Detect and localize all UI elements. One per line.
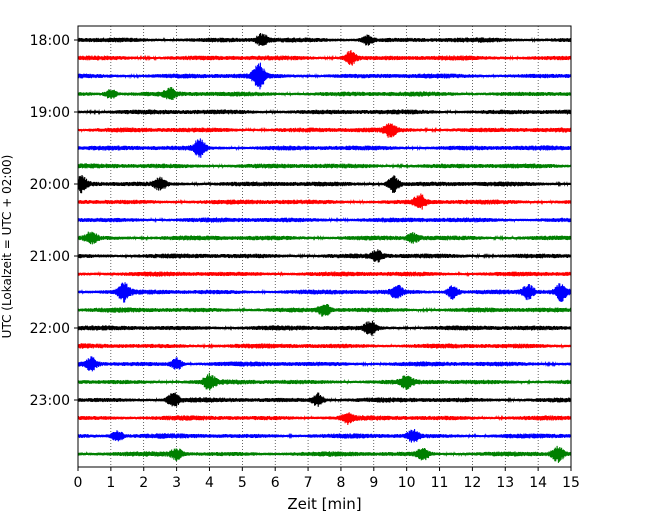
trace-line: [77, 231, 572, 245]
x-tick-label: 5: [238, 475, 247, 491]
x-tick-label: 8: [336, 475, 345, 491]
trace-line: [77, 62, 572, 90]
trace-line: [77, 249, 572, 263]
trace-line: [77, 193, 572, 210]
trace-line: [77, 138, 572, 158]
trace-line: [77, 412, 572, 426]
x-tick-label: 11: [431, 475, 449, 491]
x-tick-label: 1: [106, 475, 115, 491]
y-axis-ticks: 18:00 19:00 20:00 21:00 22:00 23:00: [30, 33, 78, 409]
y-tick-label: 18:00: [30, 33, 70, 49]
y-tick-label: 20:00: [30, 177, 70, 193]
x-tick-label: 3: [172, 475, 181, 491]
trace-line: [77, 392, 572, 407]
x-tick-label: 2: [139, 475, 148, 491]
y-tick-label: 19:00: [30, 105, 70, 121]
trace-line: [77, 49, 572, 66]
x-tick-label: 7: [304, 475, 313, 491]
x-tick-label: 15: [562, 475, 580, 491]
y-tick-label: 21:00: [30, 249, 70, 265]
x-axis-ticks: 0 1 2 3 4 5 6 7 8 9 10 11 12 13 14 15: [74, 467, 580, 491]
x-tick-label: 14: [529, 475, 547, 491]
y-tick-label: 22:00: [30, 321, 70, 337]
x-tick-label: 0: [74, 475, 83, 491]
trace-line: [77, 123, 572, 138]
x-tick-label: 10: [398, 475, 416, 491]
trace-line: [77, 282, 572, 303]
y-axis-label: UTC (Lokalzeit = UTC + 02:00): [0, 155, 14, 339]
trace-line: [77, 174, 572, 194]
trace-line: [77, 270, 572, 278]
x-tick-label: 9: [369, 475, 378, 491]
x-tick-label: 13: [496, 475, 514, 491]
trace-line: [77, 429, 572, 443]
trace-line: [77, 216, 572, 224]
trace-line: [77, 320, 572, 337]
seismogram-traces: [77, 33, 572, 463]
trace-line: [77, 356, 572, 372]
x-tick-label: 6: [271, 475, 280, 491]
trace-line: [77, 86, 572, 101]
trace-line: [77, 303, 572, 317]
x-axis-label: Zeit [min]: [287, 495, 361, 513]
y-tick-label: 23:00: [30, 393, 70, 409]
trace-line: [77, 162, 572, 170]
x-tick-label: 4: [205, 475, 214, 491]
trace-line: [77, 343, 572, 350]
trace-line: [77, 108, 572, 116]
trace-line: [77, 33, 572, 46]
plot-frame: [77, 25, 572, 468]
trace-line: [77, 445, 572, 463]
trace-line: [77, 372, 572, 391]
x-tick-label: 12: [463, 475, 481, 491]
